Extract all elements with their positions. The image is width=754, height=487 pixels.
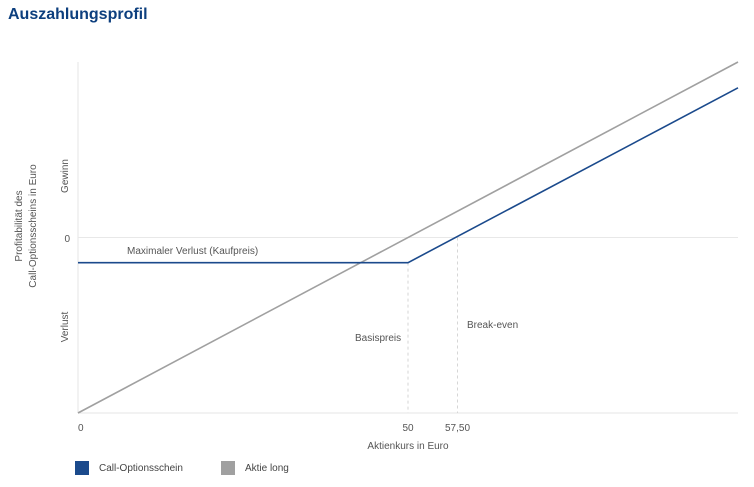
- break-even-annotation: Break-even: [467, 320, 518, 331]
- y-tick-label-gain: Gewinn: [60, 159, 71, 193]
- x-tick-label: 0: [78, 423, 84, 434]
- legend-item-call: Call-Optionsschein: [75, 461, 183, 475]
- y-axis-label-line-2: Call-Optionsscheins in Euro: [28, 164, 39, 288]
- y-axis-label-line-1: Profitabilität des: [14, 190, 25, 261]
- strike-annotation: Basispreis: [355, 333, 401, 344]
- call-warrant-series-line: [78, 87, 739, 264]
- legend: Call-Optionsschein Aktie long: [75, 461, 289, 475]
- x-tick-label: 50: [402, 423, 414, 434]
- series-layer: [77, 61, 739, 414]
- x-tick-label: 57,50: [445, 423, 470, 434]
- reference-lines: [407, 237, 458, 413]
- legend-swatch-stock: [220, 461, 235, 475]
- y-tick-label-zero: 0: [64, 234, 70, 245]
- max-loss-annotation: Maximaler Verlust (Kaufpreis): [127, 246, 258, 257]
- label-layer: 0 50 57,50 Aktienkurs in Euro 0 Gewinn Verlust…: [14, 159, 518, 452]
- legend-label-stock: Aktie long: [244, 462, 289, 474]
- chart-title: Auszahlungsprofil: [8, 6, 148, 23]
- y-tick-label-loss: Verlust: [60, 311, 71, 342]
- legend-swatch-call: [75, 461, 89, 475]
- x-axis-label: Aktienkurs in Euro: [367, 441, 449, 452]
- legend-item-stock: Aktie long: [220, 461, 289, 475]
- legend-label-call: Call-Optionsschein: [99, 462, 183, 474]
- stock-long-series-line: [77, 61, 739, 414]
